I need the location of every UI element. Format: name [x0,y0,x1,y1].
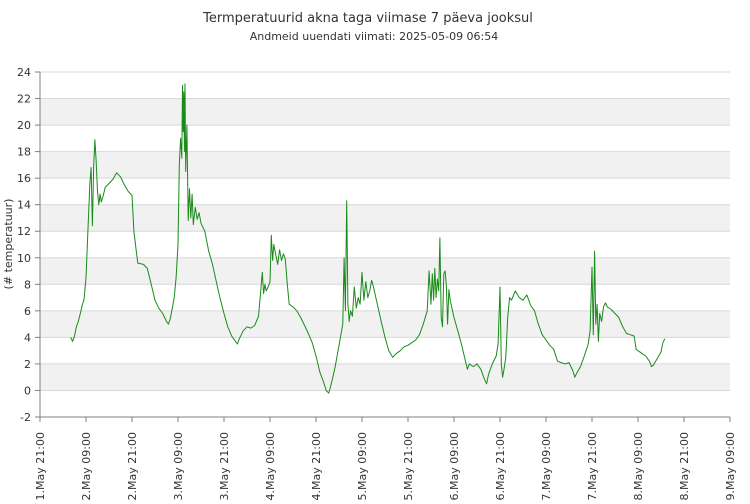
y-tick-label: 2 [24,358,31,371]
x-tick-label: 8.May 21:00 [678,432,691,500]
x-tick-label: 3.May 09:00 [172,432,185,500]
x-tick-label: 6.May 09:00 [448,432,461,500]
y-tick-label: 18 [17,146,31,159]
y-tick-label: 0 [24,384,31,397]
grid-band [40,363,730,391]
x-tick-label: 6.May 21:00 [494,432,507,500]
x-tick-label: 4.May 21:00 [310,432,323,500]
grid-band [40,98,730,126]
temperature-series-line [70,83,666,394]
y-tick-label: 22 [17,93,31,106]
y-tick-label: -2 [20,411,31,424]
y-tick-label: 10 [17,252,31,265]
grid-lines [40,71,730,418]
x-tick-label: 4.May 09:00 [264,432,277,500]
axes [39,72,730,418]
y-tick-label: 4 [24,331,31,344]
y-tick-label: 16 [17,172,31,185]
grid-bands [40,98,730,391]
grid-band [40,310,730,338]
x-tick-label: 8.May 09:00 [632,432,645,500]
y-tick-label: 8 [24,278,31,291]
x-tick-label: 9.May 09:00 [724,432,737,500]
grid-band [40,257,730,285]
y-tick-label: 20 [17,119,31,132]
chart-subtitle: Andmeid uuendati viimati: 2025-05-09 06:… [250,30,499,43]
y-tick-label: 12 [17,225,31,238]
x-tick-label: 7.May 21:00 [586,432,599,500]
x-tick-label: 5.May 21:00 [402,432,415,500]
x-tick-label: 2.May 09:00 [80,432,93,500]
grid-band [40,204,730,232]
y-axis-label: (# temperatuur) [2,199,15,290]
x-tick-label: 1.May 21:00 [34,432,47,500]
x-axis-ticks: 1.May 21:00 2.May 09:00 2.May 21:00 3.May 0… [34,417,737,500]
series-group [70,83,666,394]
y-tick-label: 14 [17,199,31,212]
chart-title: Termperatuurid akna taga viimase 7 päeva… [202,11,533,26]
x-tick-label: 2.May 21:00 [126,432,139,500]
y-tick-label: 6 [24,305,31,318]
y-tick-label: 24 [17,66,31,79]
grid-band [40,151,730,179]
x-tick-label: 3.May 21:00 [218,432,231,500]
x-tick-label: 7.May 09:00 [540,432,553,500]
x-tick-label: 5.May 09:00 [356,432,369,500]
